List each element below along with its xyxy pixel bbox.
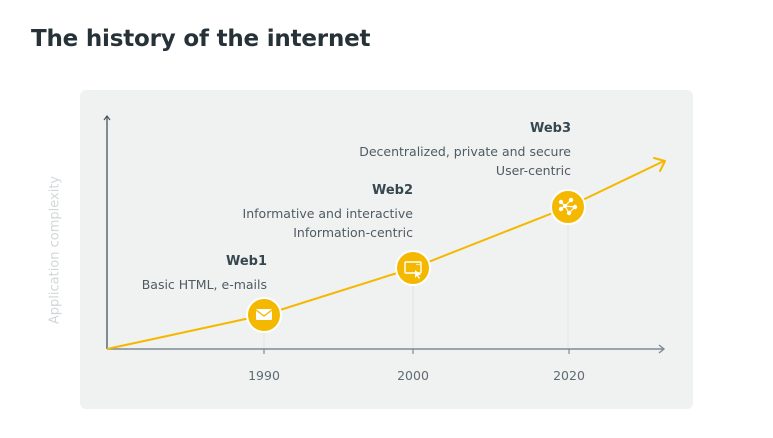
growth-arrow-icon xyxy=(653,157,666,172)
web3-label: Web3 Decentralized, private and secure U… xyxy=(359,119,571,180)
page-title: The history of the internet xyxy=(31,26,371,52)
web3-description-line: User-centric xyxy=(495,163,571,178)
web2-description-line: Information-centric xyxy=(293,225,413,240)
web1-description-line: Basic HTML, e-mails xyxy=(141,277,267,292)
x-tick-label-1990: 1990 xyxy=(248,368,280,383)
web3-title: Web3 xyxy=(529,121,571,136)
x-axis-arrow-icon xyxy=(658,344,666,354)
web2-label: Web2 Informative and interactive Informa… xyxy=(243,181,413,242)
web1-label: Web1 Basic HTML, e-mails xyxy=(142,252,267,294)
x-tick-label-2000: 2000 xyxy=(397,368,429,383)
x-tick-label-2020: 2020 xyxy=(553,368,585,383)
network-nodes-icon xyxy=(558,197,578,216)
web2-title: Web2 xyxy=(371,183,413,198)
web1-node xyxy=(246,297,282,333)
diagram-panel xyxy=(80,90,693,409)
web1-title: Web1 xyxy=(225,254,267,269)
envelope-icon xyxy=(255,309,273,320)
web2-node xyxy=(395,250,431,286)
y-axis-arrow-icon xyxy=(103,115,111,121)
web3-description-line: Decentralized, private and secure xyxy=(359,144,571,159)
web2-description-line: Informative and interactive xyxy=(242,206,413,221)
screen-cursor-icon xyxy=(404,261,422,279)
web3-node xyxy=(550,189,586,225)
